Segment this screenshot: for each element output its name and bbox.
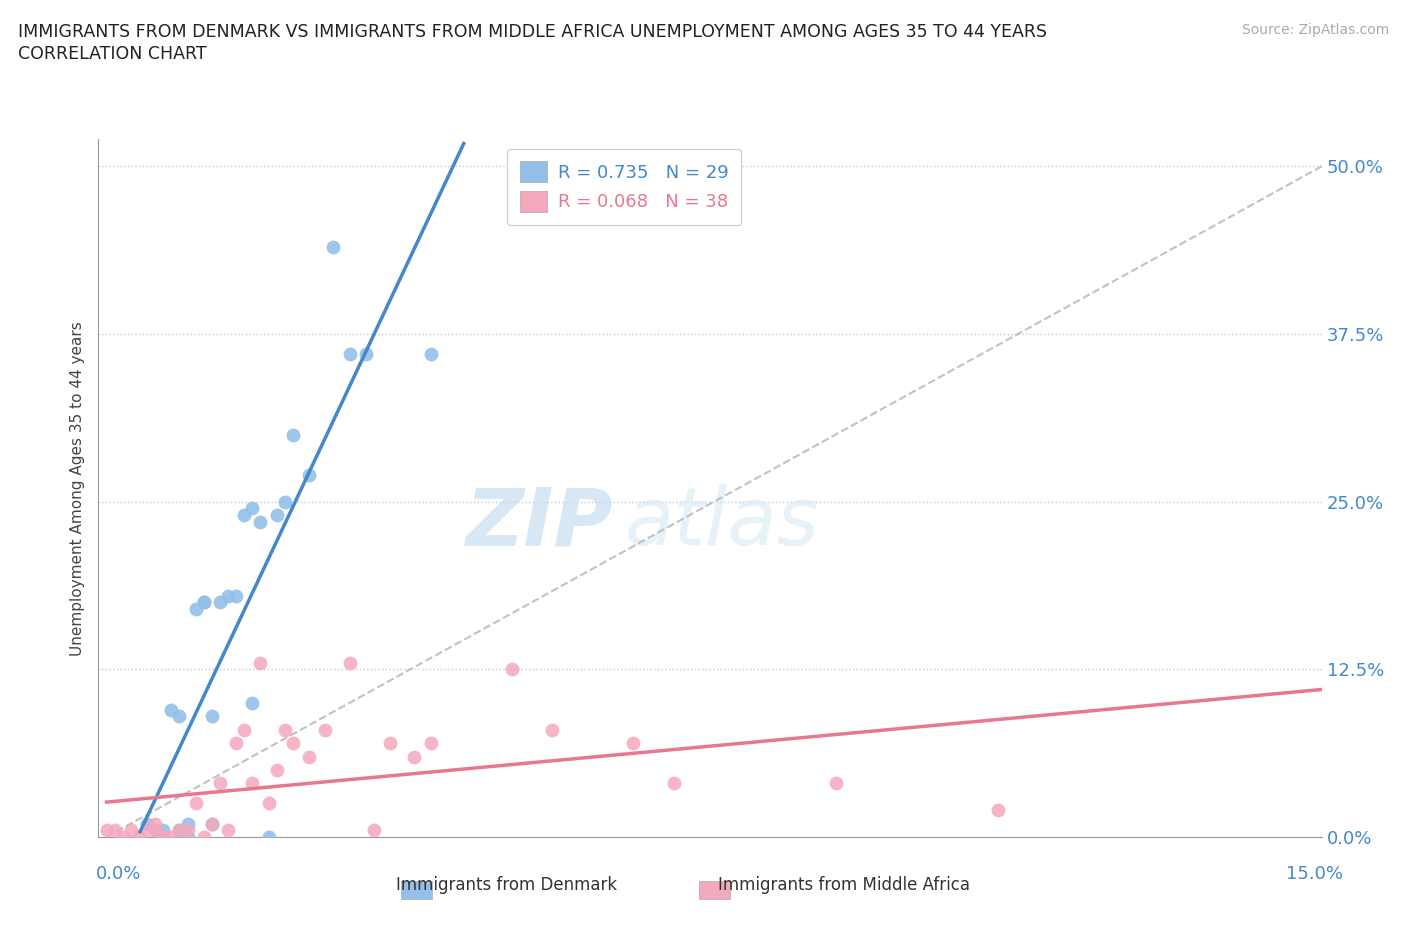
Point <box>128 830 150 844</box>
Point <box>354 347 377 362</box>
Text: Source: ZipAtlas.com: Source: ZipAtlas.com <box>1241 23 1389 37</box>
Point <box>193 830 215 844</box>
Point <box>169 823 191 838</box>
Point <box>169 823 191 838</box>
Point <box>274 494 297 509</box>
Point <box>249 514 271 529</box>
Point <box>363 823 385 838</box>
Point <box>378 736 401 751</box>
Point <box>208 595 231 610</box>
Point <box>419 347 441 362</box>
Point <box>987 803 1010 817</box>
Point <box>662 776 685 790</box>
Point <box>104 823 127 838</box>
Point <box>298 749 321 764</box>
Text: IMMIGRANTS FROM DENMARK VS IMMIGRANTS FROM MIDDLE AFRICA UNEMPLOYMENT AMONG AGES: IMMIGRANTS FROM DENMARK VS IMMIGRANTS FR… <box>18 23 1047 41</box>
Point <box>143 823 166 838</box>
Point <box>143 823 166 838</box>
Point <box>169 709 191 724</box>
Point <box>152 823 174 838</box>
Text: ZIP: ZIP <box>465 485 612 562</box>
Point <box>339 347 361 362</box>
Point <box>201 817 224 831</box>
Point <box>184 796 207 811</box>
Text: Immigrants from Middle Africa: Immigrants from Middle Africa <box>717 876 970 895</box>
Point <box>143 817 166 831</box>
Point <box>322 239 344 254</box>
Point <box>240 776 263 790</box>
Y-axis label: Unemployment Among Ages 35 to 44 years: Unemployment Among Ages 35 to 44 years <box>70 321 86 656</box>
Point <box>281 427 304 442</box>
Text: 15.0%: 15.0% <box>1285 865 1343 884</box>
Point <box>217 588 239 603</box>
Point <box>201 709 224 724</box>
Point <box>193 595 215 610</box>
Point <box>257 830 280 844</box>
Point <box>233 723 256 737</box>
Point <box>339 656 361 671</box>
Point <box>314 723 336 737</box>
Point <box>136 823 159 838</box>
Point <box>208 776 231 790</box>
Point <box>176 830 198 844</box>
Point <box>201 817 224 831</box>
Point <box>184 602 207 617</box>
Point <box>266 763 288 777</box>
Legend: R = 0.735   N = 29, R = 0.068   N = 38: R = 0.735 N = 29, R = 0.068 N = 38 <box>508 149 741 224</box>
Point <box>266 508 288 523</box>
Point <box>152 830 174 844</box>
Point <box>501 662 523 677</box>
Point <box>257 796 280 811</box>
Text: Immigrants from Denmark: Immigrants from Denmark <box>395 876 617 895</box>
Point <box>225 736 247 751</box>
Text: CORRELATION CHART: CORRELATION CHART <box>18 45 207 62</box>
Point <box>249 656 271 671</box>
Point <box>160 830 183 844</box>
Point <box>233 508 256 523</box>
Text: 0.0%: 0.0% <box>96 865 141 884</box>
Point <box>136 817 159 831</box>
Point <box>176 823 198 838</box>
Text: atlas: atlas <box>624 485 820 562</box>
Point <box>240 696 263 711</box>
Point <box>120 823 142 838</box>
Point <box>419 736 441 751</box>
Point <box>160 702 183 717</box>
Point <box>111 830 134 844</box>
Point <box>541 723 564 737</box>
Point <box>274 723 297 737</box>
Point <box>225 588 247 603</box>
Point <box>298 468 321 483</box>
Point <box>240 501 263 516</box>
Point <box>281 736 304 751</box>
Point <box>217 823 239 838</box>
Point <box>193 595 215 610</box>
Point <box>404 749 426 764</box>
Point <box>96 823 118 838</box>
Point <box>824 776 846 790</box>
Point <box>176 817 198 831</box>
Point <box>621 736 644 751</box>
